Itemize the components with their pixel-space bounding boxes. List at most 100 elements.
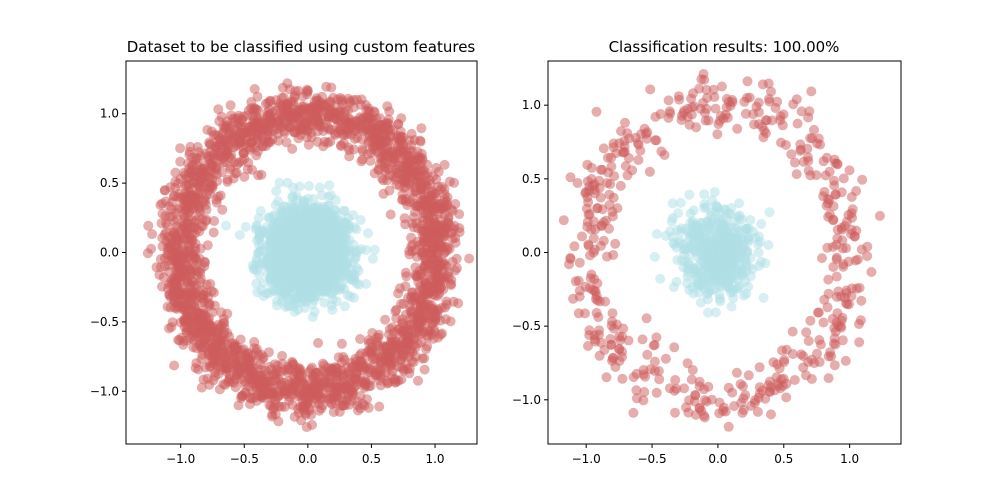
scatter-point — [237, 156, 248, 166]
scatter-point — [238, 147, 249, 158]
scatter-point — [311, 238, 322, 249]
scatter-point — [329, 100, 340, 111]
scatter-point — [193, 364, 204, 375]
scatter-point — [310, 379, 321, 390]
scatter-point — [193, 147, 204, 157]
scatter-point — [167, 255, 178, 265]
scatter-point — [384, 106, 395, 117]
scatter-point — [355, 334, 366, 344]
scatter-point — [424, 257, 435, 268]
scatter-point — [274, 215, 285, 226]
scatter-point — [327, 305, 338, 315]
scatter-point — [285, 113, 296, 124]
scatter-point — [342, 289, 353, 300]
scatter-point — [207, 180, 218, 191]
scatter-point — [157, 198, 168, 209]
scatter-point — [272, 278, 283, 289]
scatter-point — [399, 213, 410, 224]
scatter-point — [253, 213, 264, 224]
scatter-point — [300, 386, 311, 397]
scatter-point — [171, 221, 182, 232]
scatter-point — [430, 188, 440, 199]
scatter-point — [241, 356, 252, 367]
scatter-point — [201, 204, 212, 215]
scatter-point — [157, 281, 167, 292]
scatter-point — [211, 169, 222, 180]
scatter-point — [283, 293, 294, 303]
scatter-point — [400, 281, 411, 292]
scatter-point — [380, 362, 391, 373]
scatter-point — [251, 104, 262, 115]
scatter-point — [313, 105, 324, 116]
scatter-point — [253, 247, 264, 258]
scatter-point — [367, 328, 378, 338]
scatter-point — [142, 248, 153, 259]
scatter-point — [384, 324, 395, 334]
scatter-point — [417, 353, 428, 364]
scatter-point — [193, 211, 204, 222]
scatter-point — [305, 287, 316, 298]
scatter-point — [433, 255, 444, 266]
scatter-point — [302, 84, 312, 95]
scatter-point — [337, 223, 348, 234]
scatter-point — [182, 226, 193, 237]
scatter-point — [208, 355, 219, 366]
scatter-point — [280, 259, 291, 270]
scatter-point — [415, 182, 426, 193]
scatter-point — [391, 304, 402, 315]
scatter-point — [379, 342, 390, 353]
scatter-point — [258, 277, 269, 288]
scatter-point — [378, 175, 389, 186]
scatter-point — [220, 146, 231, 157]
scatter-point — [374, 113, 385, 124]
scatter-point — [304, 181, 314, 191]
scatter-point — [410, 294, 420, 305]
scatter-point — [369, 125, 380, 136]
scatter-point — [186, 165, 197, 175]
scatter-point — [263, 98, 273, 109]
scatter-point — [231, 366, 242, 377]
scatter-point — [422, 325, 433, 336]
scatter-point — [297, 369, 307, 380]
scatter-point — [239, 171, 250, 182]
scatter-point — [218, 318, 229, 329]
scatter-point — [213, 104, 224, 115]
scatter-point — [216, 111, 227, 122]
scatter-point — [373, 164, 384, 175]
scatter-point — [412, 310, 423, 321]
scatter-point — [190, 320, 201, 331]
scatter-point — [319, 100, 330, 110]
scatter-point — [338, 352, 349, 362]
scatter-point — [355, 215, 366, 225]
scatter-point — [267, 409, 278, 420]
scatter-point — [350, 116, 361, 126]
scatter-point — [182, 218, 193, 229]
scatter-point — [317, 208, 327, 219]
scatter-point — [366, 348, 377, 359]
scatter-point — [439, 159, 450, 170]
scatter-point — [410, 262, 421, 273]
scatter-point — [299, 101, 309, 112]
scatter-point — [314, 182, 325, 193]
scatter-point — [254, 229, 265, 240]
scatter-point — [230, 382, 241, 393]
scatter-point — [336, 338, 347, 349]
scatter-point — [258, 375, 269, 385]
scatter-point — [326, 223, 337, 234]
scatter-point — [261, 288, 272, 299]
scatter-point — [417, 250, 428, 261]
scatter-point — [272, 392, 283, 403]
scatter-point — [178, 245, 189, 255]
scatter-point — [204, 300, 214, 311]
scatter-point — [327, 253, 338, 264]
scatter-point — [188, 334, 199, 345]
scatter-point — [225, 100, 236, 111]
scatter-point — [247, 366, 258, 377]
scatter-point — [416, 123, 427, 134]
scatter-point — [175, 156, 186, 167]
scatter-point — [351, 94, 362, 105]
scatter-point — [249, 84, 260, 94]
scatter-point — [224, 331, 235, 342]
scatter-point — [190, 197, 201, 208]
